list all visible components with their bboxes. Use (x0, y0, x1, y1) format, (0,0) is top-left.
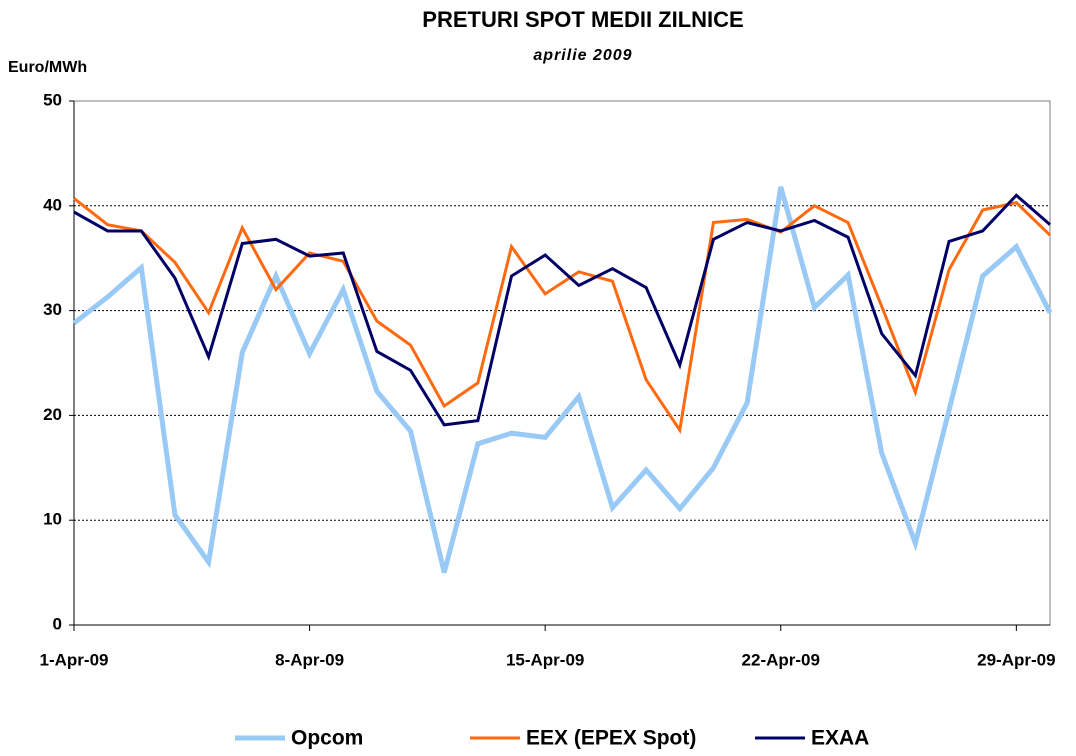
legend-label: EEX (EPEX Spot) (526, 727, 696, 750)
y-tick-label: 10 (43, 510, 62, 529)
x-tick-label: 29-Apr-09 (977, 650, 1055, 669)
y-tick-label: 50 (43, 90, 62, 109)
x-tick-label: 15-Apr-09 (506, 650, 584, 669)
y-tick-label: 0 (53, 614, 62, 633)
x-tick-label: 8-Apr-09 (275, 650, 344, 669)
x-tick-label: 22-Apr-09 (742, 650, 820, 669)
chart-title: PRETURI SPOT MEDII ZILNICE (422, 7, 743, 32)
y-tick-label: 20 (43, 405, 62, 424)
y-axis-label: Euro/MWh (8, 59, 87, 76)
x-tick-label: 1-Apr-09 (40, 650, 109, 669)
series-line (73, 193, 1051, 427)
chart-subtitle: aprilie 2009 (533, 47, 632, 64)
y-tick-label: 30 (43, 300, 62, 319)
legend-label: Opcom (291, 727, 363, 750)
series-line (72, 186, 1053, 574)
y-tick-label: 40 (43, 195, 62, 214)
series-line (73, 197, 1052, 435)
legend-label: EXAA (811, 727, 869, 750)
